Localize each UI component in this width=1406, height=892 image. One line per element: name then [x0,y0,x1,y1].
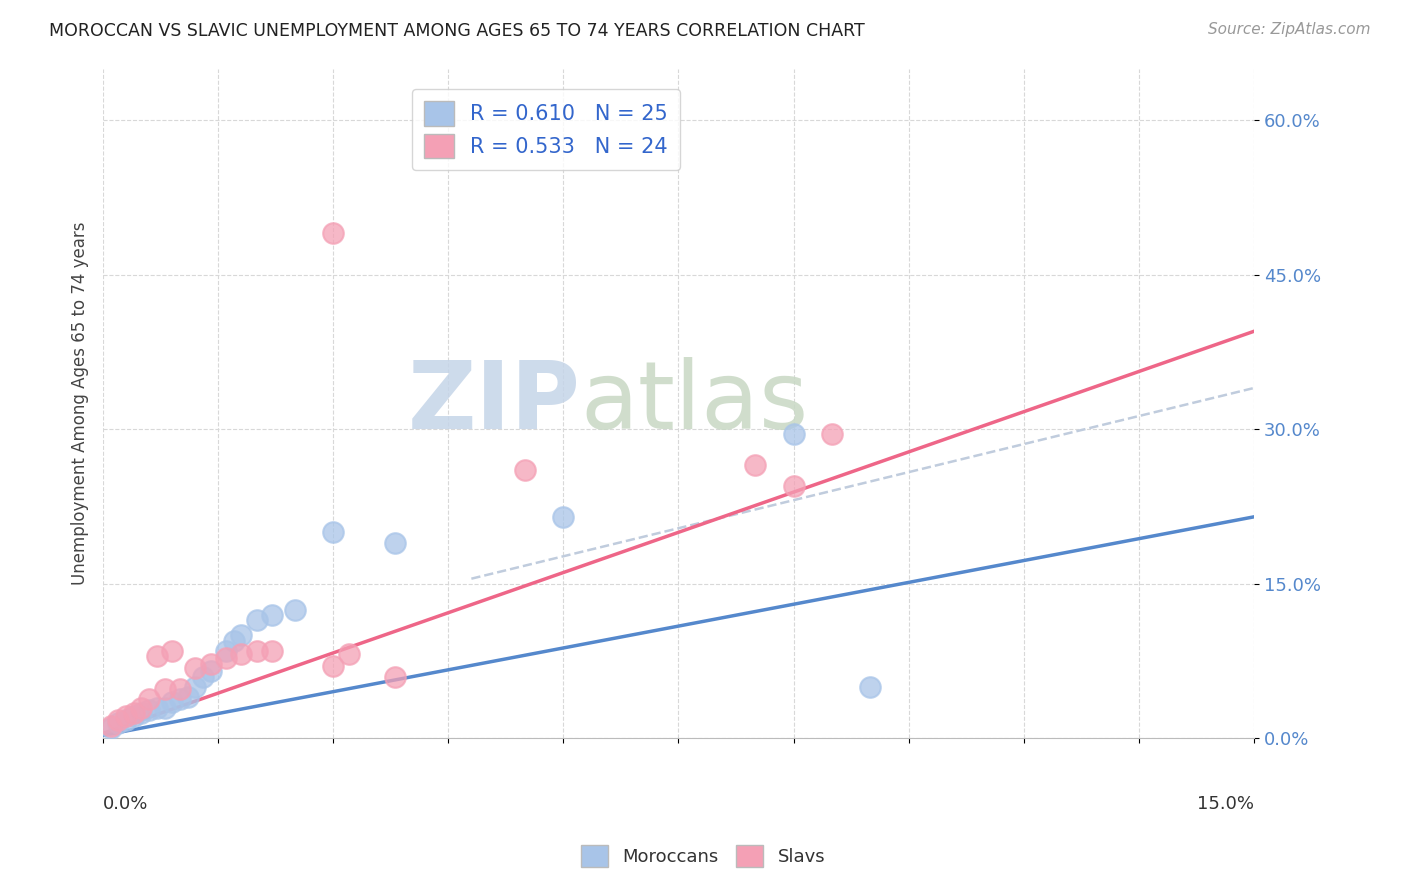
Point [138,692,160,706]
Point [160,644,183,658]
Point [322,659,344,673]
Point [115,713,138,727]
Text: 15.0%: 15.0% [1197,795,1254,814]
Point [100,719,122,733]
Point [169,692,191,706]
Point [245,613,267,627]
Text: 0.0%: 0.0% [103,795,149,814]
Point [231,628,253,642]
Text: ZIP: ZIP [408,358,581,450]
Point [169,681,191,696]
Point [107,713,129,727]
Point [191,670,214,684]
Point [184,680,207,694]
Y-axis label: Unemployment Among Ages 65 to 74 years: Unemployment Among Ages 65 to 74 years [72,222,89,585]
Point [231,647,253,661]
Point [744,458,766,473]
Point [153,681,176,696]
Point [215,651,238,665]
Point [384,670,406,684]
Point [260,644,283,658]
Point [782,427,804,442]
Point [122,708,145,723]
Point [131,700,153,714]
Point [138,702,160,716]
Point [176,690,198,705]
Point [322,525,344,540]
Point [260,607,283,622]
Point [337,647,360,661]
Point [160,695,183,709]
Legend: R = 0.610   N = 25, R = 0.533   N = 24: R = 0.610 N = 25, R = 0.533 N = 24 [412,89,681,170]
Point [384,535,406,549]
Text: Source: ZipAtlas.com: Source: ZipAtlas.com [1208,22,1371,37]
Point [513,463,536,477]
Point [122,706,145,720]
Point [146,700,169,714]
Point [146,648,169,663]
Point [284,602,307,616]
Point [782,479,804,493]
Point [131,706,153,720]
Point [153,700,176,714]
Text: atlas: atlas [581,358,808,450]
Point [222,633,245,648]
Point [322,227,344,241]
Point [107,716,129,731]
Point [200,657,222,672]
Point [184,661,207,675]
Point [215,644,238,658]
Point [115,708,138,723]
Point [200,665,222,679]
Text: MOROCCAN VS SLAVIC UNEMPLOYMENT AMONG AGES 65 TO 74 YEARS CORRELATION CHART: MOROCCAN VS SLAVIC UNEMPLOYMENT AMONG AG… [49,22,865,40]
Legend: Moroccans, Slavs: Moroccans, Slavs [574,838,832,874]
Point [553,509,575,524]
Point [245,644,267,658]
Point [821,427,844,442]
Point [859,680,882,694]
Point [100,721,122,735]
